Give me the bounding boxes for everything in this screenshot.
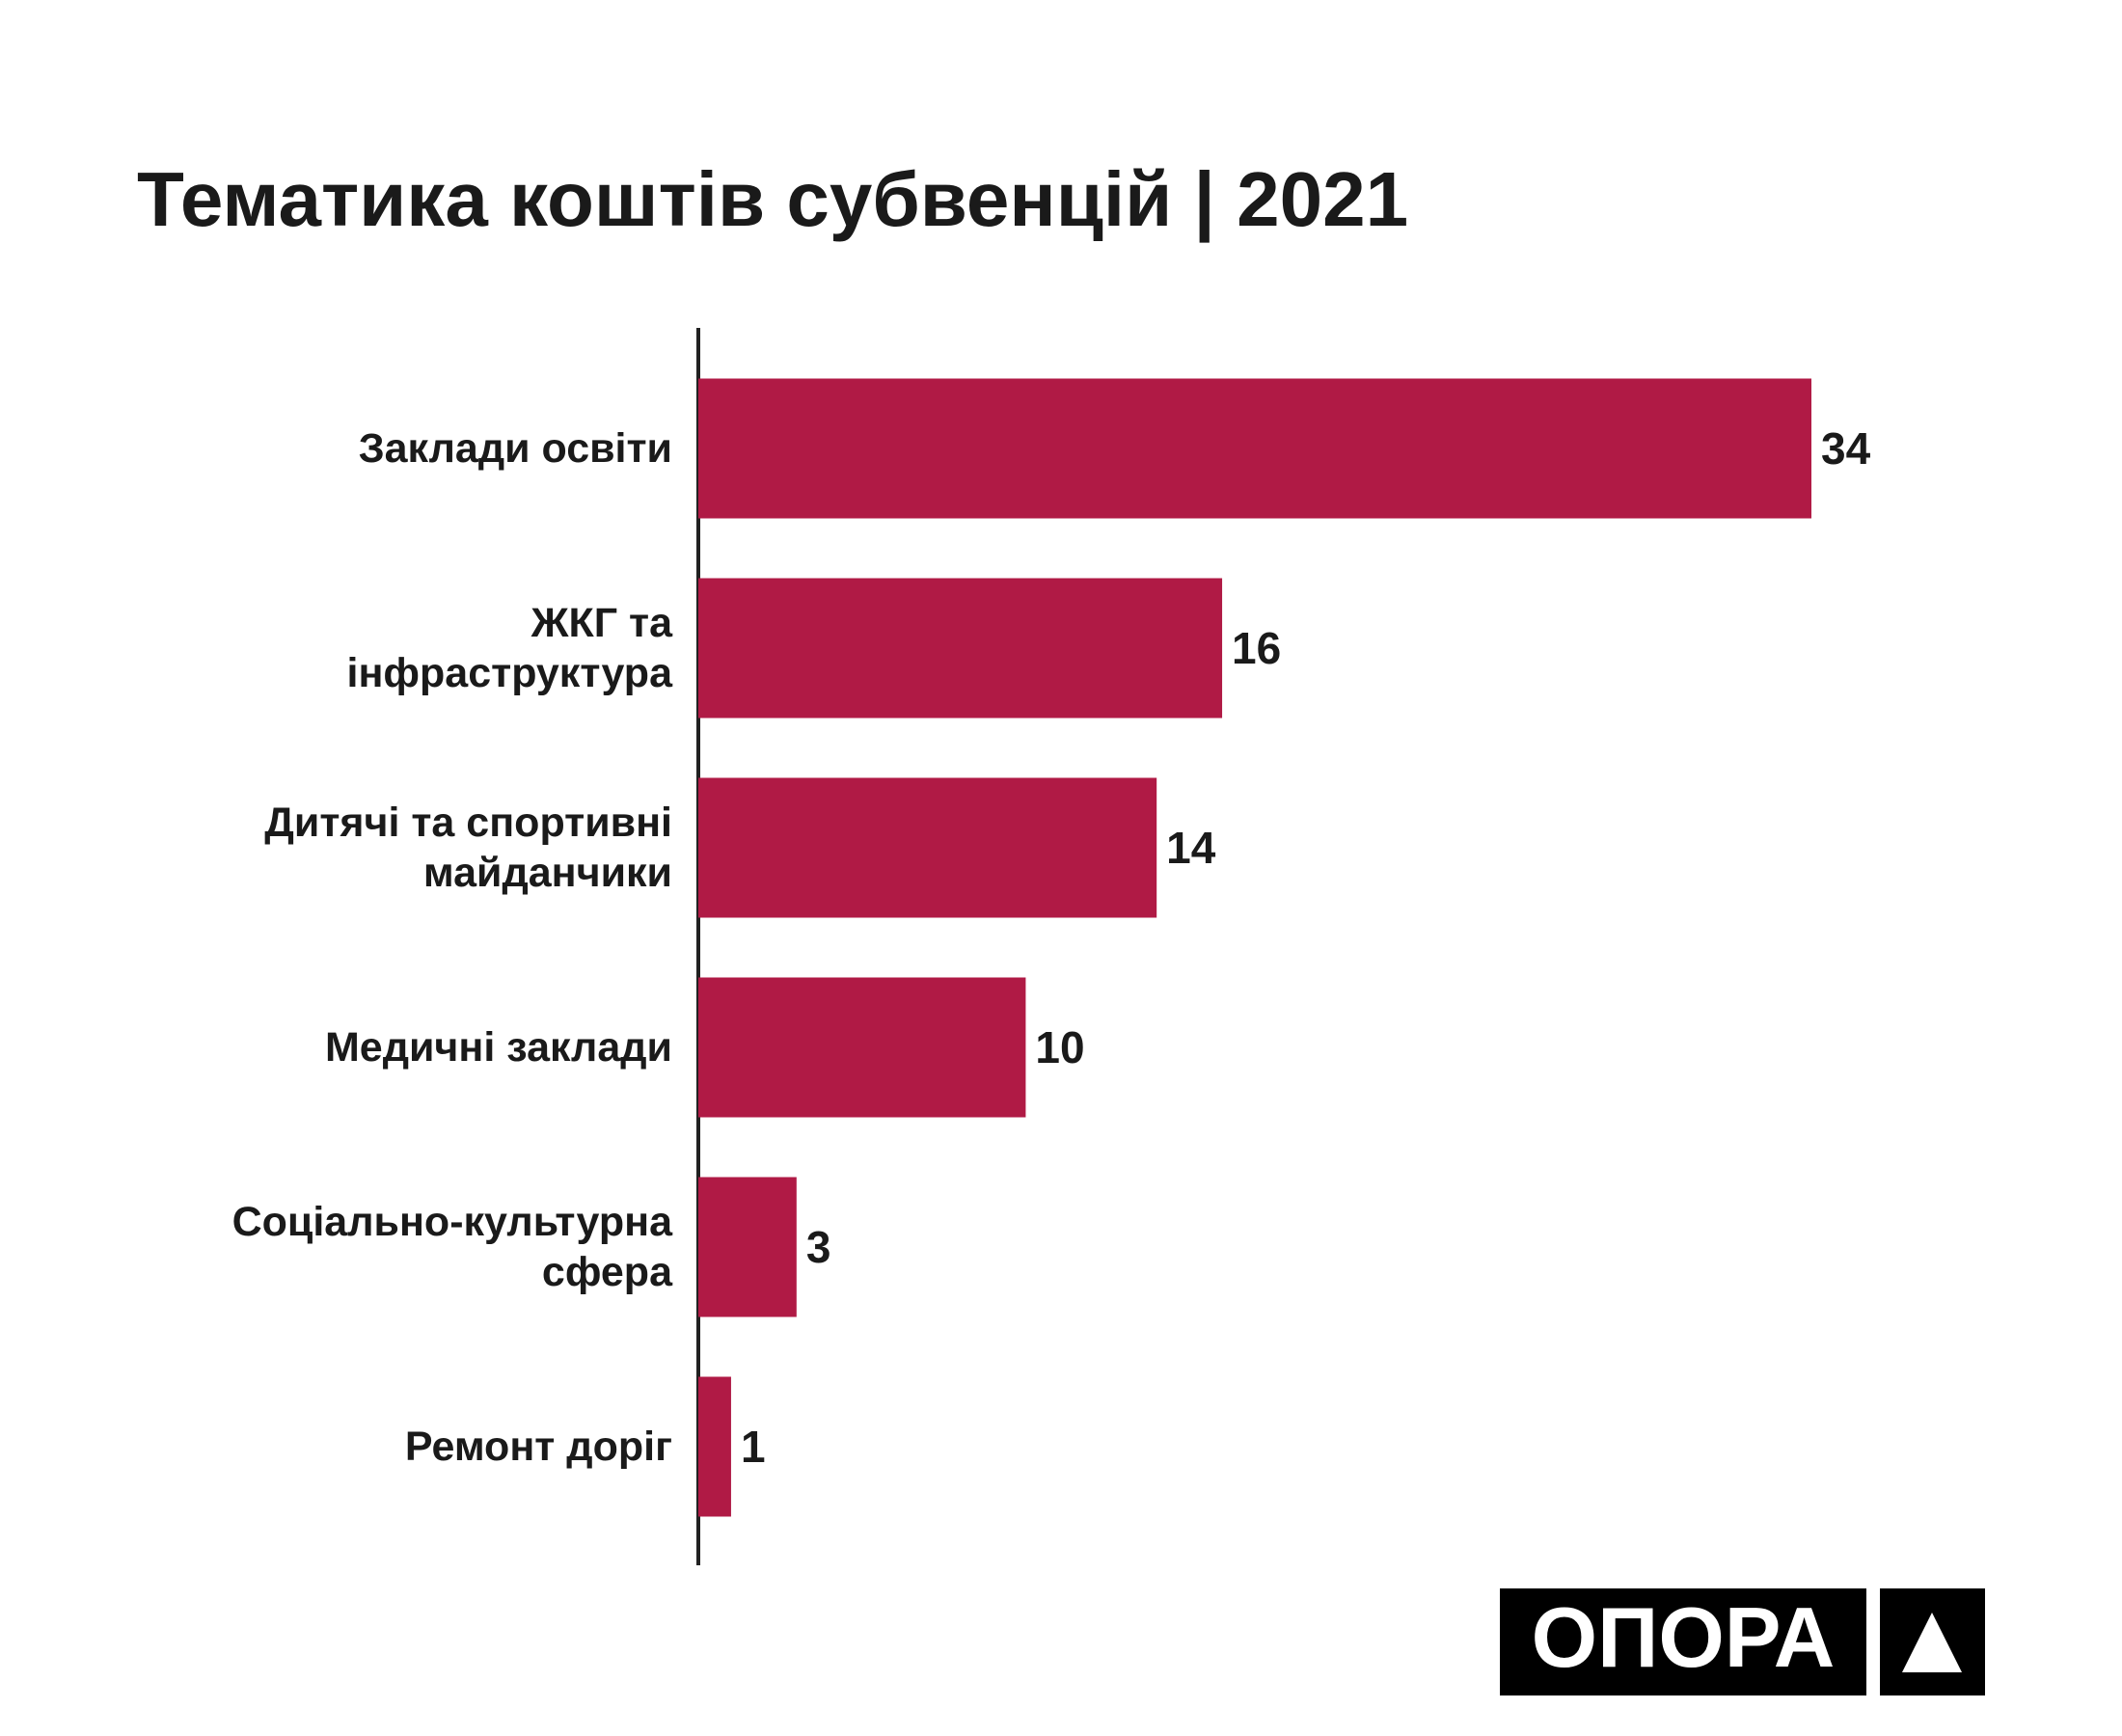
logo-triangle	[1902, 1613, 1962, 1672]
bar	[698, 777, 1157, 918]
value-label: 1	[741, 1422, 766, 1472]
logo-box	[1500, 1588, 1866, 1695]
bar	[698, 977, 1026, 1118]
value-label: 3	[806, 1222, 831, 1272]
y-tick-label: Дитячі та спортивні майданчики	[264, 800, 672, 896]
logo-text: ОПОРА	[1532, 1589, 1836, 1685]
y-tick-label: Медичні заклади	[325, 1024, 672, 1071]
y-tick-label: Соціально-культурна сфера	[232, 1199, 673, 1295]
bar	[698, 378, 1811, 519]
bar	[698, 1177, 797, 1317]
value-label: 34	[1821, 423, 1871, 474]
chart-title: Тематика коштів субвенцій | 2021	[137, 156, 1408, 243]
value-label: 14	[1166, 823, 1216, 873]
y-tick-label: Ремонт доріг	[405, 1424, 672, 1470]
value-label: 10	[1035, 1022, 1084, 1072]
value-label: 16	[1232, 623, 1281, 673]
bar	[698, 578, 1223, 719]
y-tick-label: Заклади освіти	[359, 425, 672, 472]
bar	[698, 1376, 731, 1517]
logo: ОПОРА	[1500, 1588, 1985, 1695]
y-tick-label: ЖКГ та інфраструктура	[347, 600, 674, 696]
